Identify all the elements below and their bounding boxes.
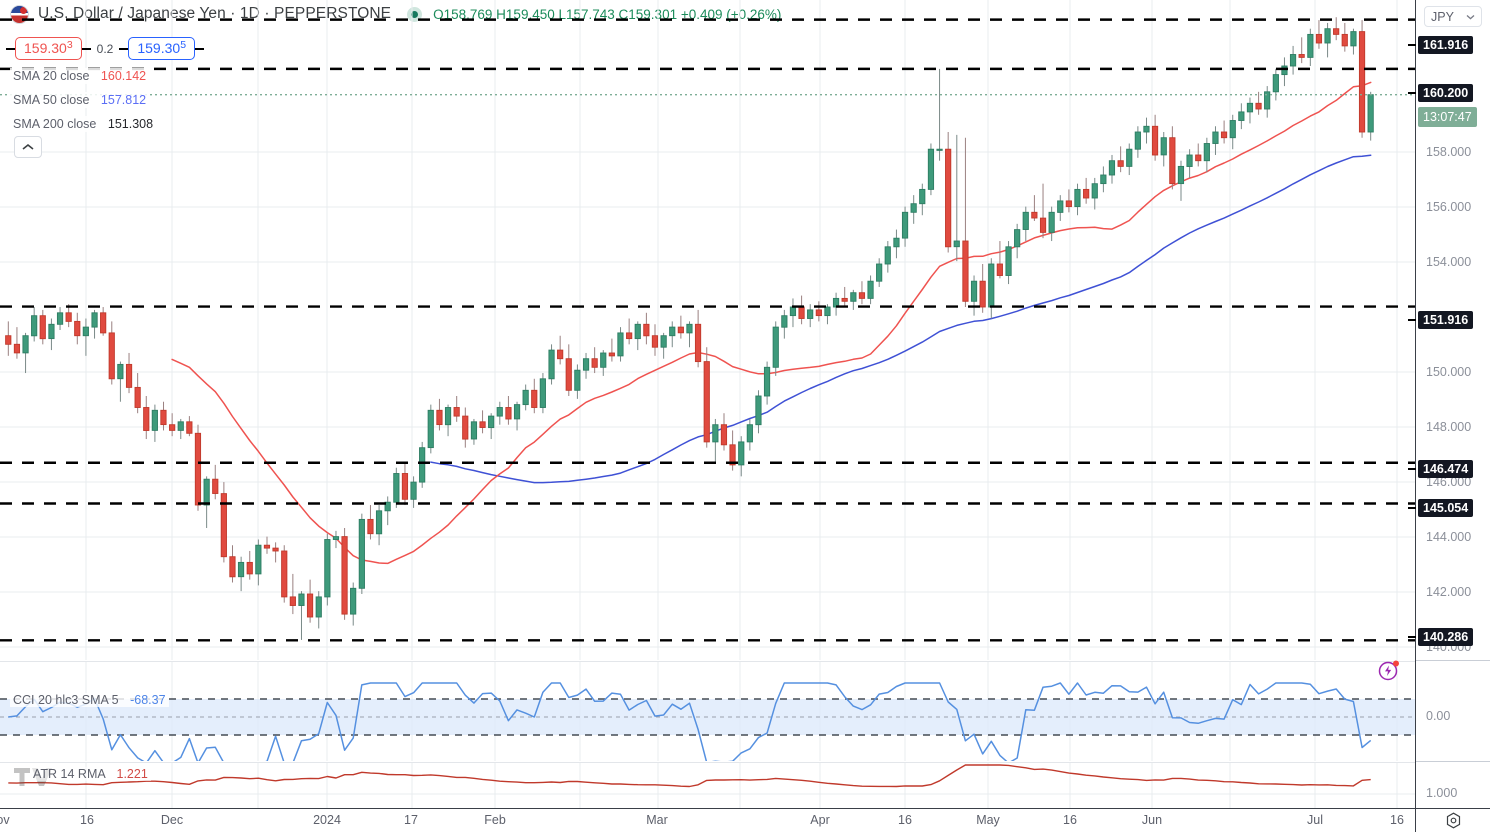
- spread-tick-right: [119, 47, 129, 50]
- chart-legend-bar: U.S. Dollar / Japanese Yen · 1D · PEPPER…: [0, 0, 1490, 28]
- legend-cci-label: CCI 20 hlc3 SMA 5: [13, 693, 119, 707]
- price-level-marker: [1408, 92, 1416, 94]
- countdown-badge[interactable]: 13:07:47: [1418, 107, 1477, 127]
- time-tick: Apr: [810, 813, 830, 827]
- cci-axis-label: 0.00: [1426, 709, 1451, 723]
- time-tick: 16: [1063, 813, 1077, 827]
- legend-sma-50[interactable]: SMA 50 close 157.812: [10, 92, 150, 108]
- clock-settings-icon[interactable]: [1415, 809, 1490, 832]
- currency-label: JPY: [1431, 9, 1454, 24]
- chevron-up-icon: [22, 143, 34, 150]
- price-level-badge[interactable]: 145.054: [1418, 499, 1474, 517]
- spread-tick-left: [81, 47, 91, 50]
- symbol-title[interactable]: U.S. Dollar / Japanese Yen · 1D · PEPPER…: [38, 5, 392, 22]
- price-tick: 144.000: [1426, 530, 1472, 544]
- currency-selector[interactable]: JPY: [1424, 6, 1482, 27]
- time-axis[interactable]: ov 16 Dec 2024 17 Feb Mar Apr 16 May 16 Jun Jul 16: [0, 808, 1490, 833]
- time-tick: Dec: [160, 813, 184, 827]
- ask-tick-mark: [195, 47, 205, 50]
- legend-cci-value: -68.37: [130, 693, 166, 707]
- price-level-marker: [1408, 468, 1416, 470]
- ask-price-sup: 5: [180, 39, 187, 51]
- legend-atr-label: ATR 14 RMA: [33, 767, 106, 781]
- price-level-badge[interactable]: 151.916: [1418, 311, 1474, 329]
- live-dot-icon[interactable]: [407, 6, 423, 22]
- price-level-marker: [1408, 44, 1416, 46]
- chevron-down-icon: [1466, 14, 1475, 19]
- bid-price-sup: 3: [66, 39, 73, 51]
- time-tick: 16: [1390, 813, 1404, 827]
- legend-sma-50-label: SMA 50 close: [13, 93, 90, 107]
- lightning-alert-icon[interactable]: [1378, 659, 1400, 681]
- ask-price: 159.30: [137, 40, 181, 56]
- bid-ask-row: 159.303 0.2 159.305: [6, 36, 205, 61]
- bid-tick-mark: [6, 47, 15, 50]
- price-tick: 156.000: [1426, 200, 1472, 214]
- time-tick: ov: [0, 813, 10, 827]
- legend-sma-20[interactable]: SMA 20 close 160.142: [10, 68, 150, 84]
- price-tick: 148.000: [1426, 420, 1472, 434]
- time-tick: Feb: [484, 813, 506, 827]
- price-tick: 142.000: [1426, 585, 1472, 599]
- legend-sma-50-value: 157.812: [100, 93, 147, 107]
- symbol-legend[interactable]: U.S. Dollar / Japanese Yen · 1D · PEPPER…: [10, 4, 781, 24]
- price-tick: 150.000: [1426, 365, 1472, 379]
- ohlc-values: O158.769 H159.450 L157.743 C159.301 +0.4…: [433, 6, 782, 22]
- price-level-badge[interactable]: 140.286: [1418, 628, 1474, 646]
- legend-sma-20-label: SMA 20 close: [13, 69, 90, 83]
- price-tick: 154.000: [1426, 255, 1472, 269]
- time-tick: Mar: [646, 813, 668, 827]
- legend-sma-20-value: 160.142: [100, 69, 147, 83]
- price-axis[interactable]: JPY 158.000 156.000 154.000 150.000 148.000 1…: [1408, 0, 1490, 808]
- price-level-badge[interactable]: 160.200: [1418, 84, 1474, 102]
- price-level-badge[interactable]: 161.916: [1418, 36, 1474, 54]
- price-level-marker: [1408, 319, 1416, 321]
- main-price-pane[interactable]: [0, 0, 1415, 660]
- legend-sma-200[interactable]: SMA 200 close 151.308: [10, 116, 157, 132]
- time-tick: Jul: [1307, 813, 1323, 827]
- atr-axis-label: 1.000: [1426, 786, 1458, 800]
- price-level-badge[interactable]: 146.474: [1418, 460, 1474, 478]
- time-tick: 16: [898, 813, 912, 827]
- time-tick: May: [976, 813, 1000, 827]
- price-level-marker: [1408, 507, 1416, 509]
- bid-price: 159.30: [24, 40, 67, 56]
- collapse-legend-button[interactable]: [14, 136, 42, 158]
- time-tick: Jun: [1141, 813, 1163, 827]
- time-tick: 17: [404, 813, 418, 827]
- legend-atr[interactable]: ATR 14 RMA 1.221: [30, 767, 151, 781]
- price-tick: 146.000: [1426, 475, 1472, 489]
- legend-atr-value: 1.221: [116, 767, 148, 781]
- bid-price-box[interactable]: 159.303: [15, 37, 82, 60]
- time-tick: 16: [80, 813, 94, 827]
- spread-value: 0.2: [92, 41, 118, 56]
- price-tick: 158.000: [1426, 145, 1472, 159]
- time-tick: 2024: [313, 813, 341, 827]
- price-level-marker: [1408, 636, 1416, 638]
- legend-sma-200-label: SMA 200 close: [13, 117, 97, 131]
- atr-indicator-pane[interactable]: [0, 762, 1415, 809]
- ask-price-box[interactable]: 159.305: [128, 37, 196, 60]
- legend-sma-200-value: 151.308: [107, 117, 154, 131]
- legend-cci[interactable]: CCI 20 hlc3 SMA 5 -68.37: [10, 693, 169, 707]
- cci-indicator-pane[interactable]: [0, 661, 1415, 762]
